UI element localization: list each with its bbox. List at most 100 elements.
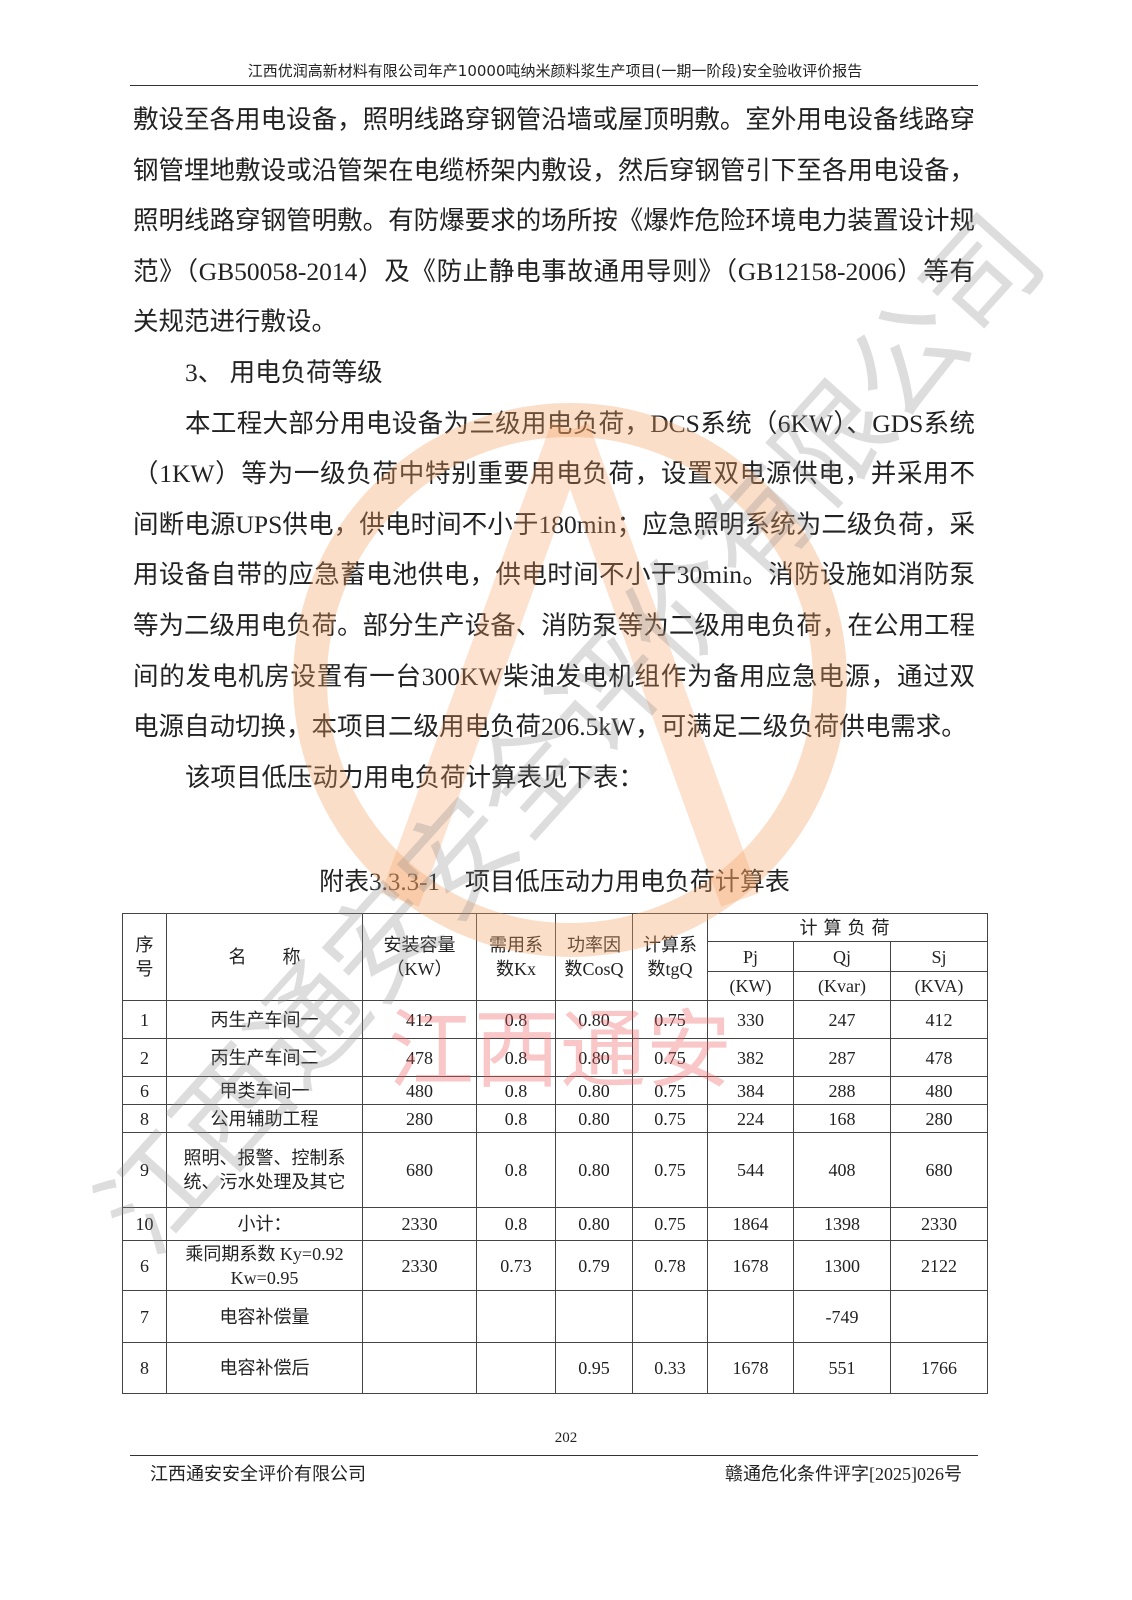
table-cell: 6 [122,1076,167,1105]
table-cell: 0.8 [476,1104,556,1133]
footer-code: 赣通危化条件评字[2025]026号 [725,1464,962,1484]
table-cell: 224 [707,1104,794,1133]
table-cell: 电容补偿量 [166,1290,363,1343]
header-title: 江西优润高新材料有限公司年产10000吨纳米颜料浆生产项目(一期一阶段)安全验收… [247,62,863,80]
table-cell: 0.75 [632,1000,708,1039]
table-cell: 287 [793,1038,891,1077]
header-cell: 计算系数tgQ [632,913,708,1001]
table-cell: 2330 [362,1207,477,1241]
table-cell: 10 [122,1207,167,1241]
table-cell: 丙生产车间一 [166,1000,363,1039]
header-cell: (Kvar) [793,971,891,1001]
table-cell: 0.80 [555,1000,633,1039]
table-cell: 公用辅助工程 [166,1104,363,1133]
header-rule [130,85,978,86]
table-cell: 1678 [707,1240,794,1291]
table-cell: 电容补偿后 [166,1342,363,1394]
table-cell: 6 [122,1240,167,1291]
table-cell: 412 [890,1000,988,1039]
table-cell: 0.75 [632,1076,708,1105]
table-cell: 0.80 [555,1132,633,1208]
header-cell: (KVA) [890,971,988,1001]
table-cell: 0.79 [555,1240,633,1291]
table-cell: 0.75 [632,1132,708,1208]
table-cell [362,1342,477,1394]
table-cell: 280 [890,1104,988,1133]
table-row: 10 小计： 2330 0.8 0.80 0.75 1864 1398 2330 [122,1207,988,1241]
header-cell: 功率因数CosQ [555,913,633,1001]
table-row: 6 乘同期系数 Ky=0.92 Kw=0.95 2330 0.73 0.79 0.78 16… [122,1240,988,1291]
table-cell: 0.8 [476,1132,556,1208]
header-cell: (KW) [707,971,794,1001]
table-cell: 382 [707,1038,794,1077]
table-cell: 1864 [707,1207,794,1241]
table-cell: 408 [793,1132,891,1208]
table-cell: 1300 [793,1240,891,1291]
table-cell: 384 [707,1076,794,1105]
table-cell: 2330 [362,1240,477,1291]
table-row: 9 照明、报警、控制系统、污水处理及其它 680 0.8 0.80 0.75 544 408 6… [122,1132,988,1208]
table-cell: 9 [122,1132,167,1208]
table-cell: 280 [362,1104,477,1133]
table-cell: 680 [890,1132,988,1208]
table-caption: 附表3.3.3-1 项目低压动力用电负荷计算表 [319,869,790,896]
table-cell: 168 [793,1104,891,1133]
header-cell: Sj [890,941,988,972]
paragraph: 该项目低压动力用电负荷计算表见下表： [185,762,645,792]
table-row: 1 丙生产车间一 412 0.8 0.80 0.75 330 247 412 [122,1000,988,1039]
header-cell: Qj [793,941,891,972]
table-cell: 0.8 [476,1207,556,1241]
table-row: 7 电容补偿量 -749 [122,1290,988,1343]
table-cell: 小计： [166,1207,363,1241]
table-cell: 照明、报警、控制系统、污水处理及其它 [166,1132,363,1208]
table-cell: 8 [122,1104,167,1133]
table-cell: 8 [122,1342,167,1394]
table-row: 6 甲类车间一 480 0.8 0.80 0.75 384 288 480 [122,1076,988,1105]
table-cell: 551 [793,1342,891,1394]
table-cell: 甲类车间一 [166,1076,363,1105]
table-cell: 412 [362,1000,477,1039]
table-cell: 480 [362,1076,477,1105]
table-cell: 478 [890,1038,988,1077]
table-cell: 丙生产车间二 [166,1038,363,1077]
header-cell: 安装容量（KW） [362,913,477,1001]
table-cell: 7 [122,1290,167,1343]
table-cell: 0.8 [476,1038,556,1077]
header-cell: 需用系数Kx [476,913,556,1001]
table-cell: 0.95 [555,1342,633,1394]
table-cell: 247 [793,1000,891,1039]
table-cell: 2330 [890,1207,988,1241]
table-cell: 0.73 [476,1240,556,1291]
table-cell [890,1290,988,1343]
table-cell: 478 [362,1038,477,1077]
table-cell: 480 [890,1076,988,1105]
header-cell: 计算负荷 [707,913,988,942]
table-cell: 330 [707,1000,794,1039]
header-cell: Pj [707,941,794,972]
table-cell: 0.75 [632,1207,708,1241]
table-cell [476,1342,556,1394]
table-cell: 0.80 [555,1038,633,1077]
header-cell: 名 称 [166,913,363,1001]
table-cell: 2122 [890,1240,988,1291]
table-cell: 544 [707,1132,794,1208]
table-cell: 1766 [890,1342,988,1394]
table-row: 8 电容补偿后 0.95 0.33 1678 551 1766 [122,1342,988,1394]
table-cell: -749 [793,1290,891,1343]
table-cell: 1 [122,1000,167,1039]
table-cell: 0.8 [476,1000,556,1039]
table-cell: 0.80 [555,1104,633,1133]
table-cell: 0.78 [632,1240,708,1291]
table-cell: 乘同期系数 Ky=0.92 Kw=0.95 [166,1240,363,1291]
table-cell: 1678 [707,1342,794,1394]
header-cell: 序号 [122,913,167,1001]
paragraph: 敷设至各用电设备，照明线路穿钢管沿墙或屋顶明敷。室外用电设备线路穿钢管埋地敷设或… [133,105,975,337]
table-cell: 680 [362,1132,477,1208]
table-cell: 288 [793,1076,891,1105]
footer-rule [130,1455,978,1456]
table-cell: 0.33 [632,1342,708,1394]
table-cell: 0.75 [632,1038,708,1077]
table-cell [632,1290,708,1343]
table-cell [707,1290,794,1343]
